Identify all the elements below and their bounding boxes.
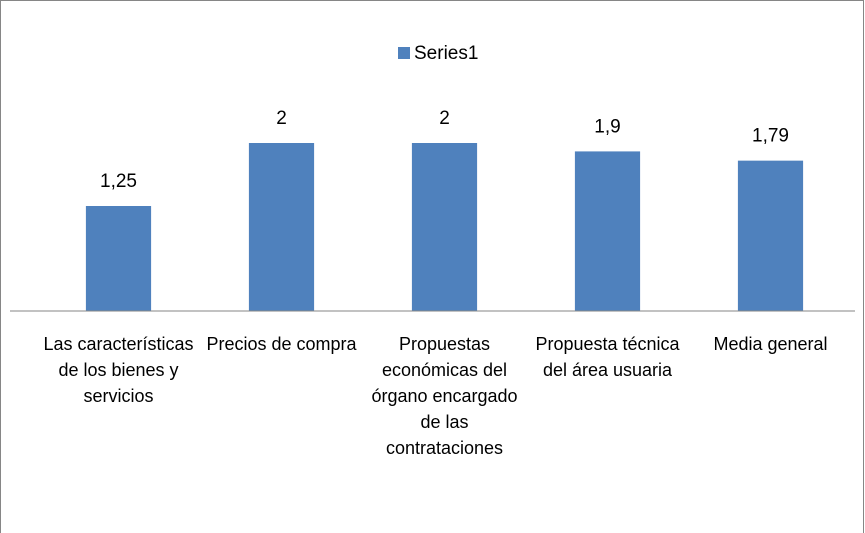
- data-label: 1,79: [752, 126, 789, 147]
- x-tick-label: Precios de compra: [206, 334, 357, 354]
- legend-swatch: [398, 47, 410, 59]
- bar: [248, 143, 315, 311]
- bar: [85, 206, 152, 311]
- x-tick-label: Propuestas económicas del órgano encarga…: [371, 334, 518, 458]
- data-label: 2: [276, 108, 287, 129]
- x-tick-label: Propuesta técnica del área usuaria: [535, 334, 680, 380]
- bar: [574, 151, 641, 311]
- legend-label: Series1: [414, 43, 478, 64]
- data-label: 1,25: [100, 171, 137, 192]
- x-tick-label: Las características de los bienes y serv…: [43, 334, 194, 406]
- bar: [411, 143, 478, 311]
- bar: [737, 160, 804, 311]
- data-label: 2: [439, 108, 450, 129]
- x-tick-label: Media general: [713, 334, 828, 354]
- data-label: 1,9: [594, 116, 620, 137]
